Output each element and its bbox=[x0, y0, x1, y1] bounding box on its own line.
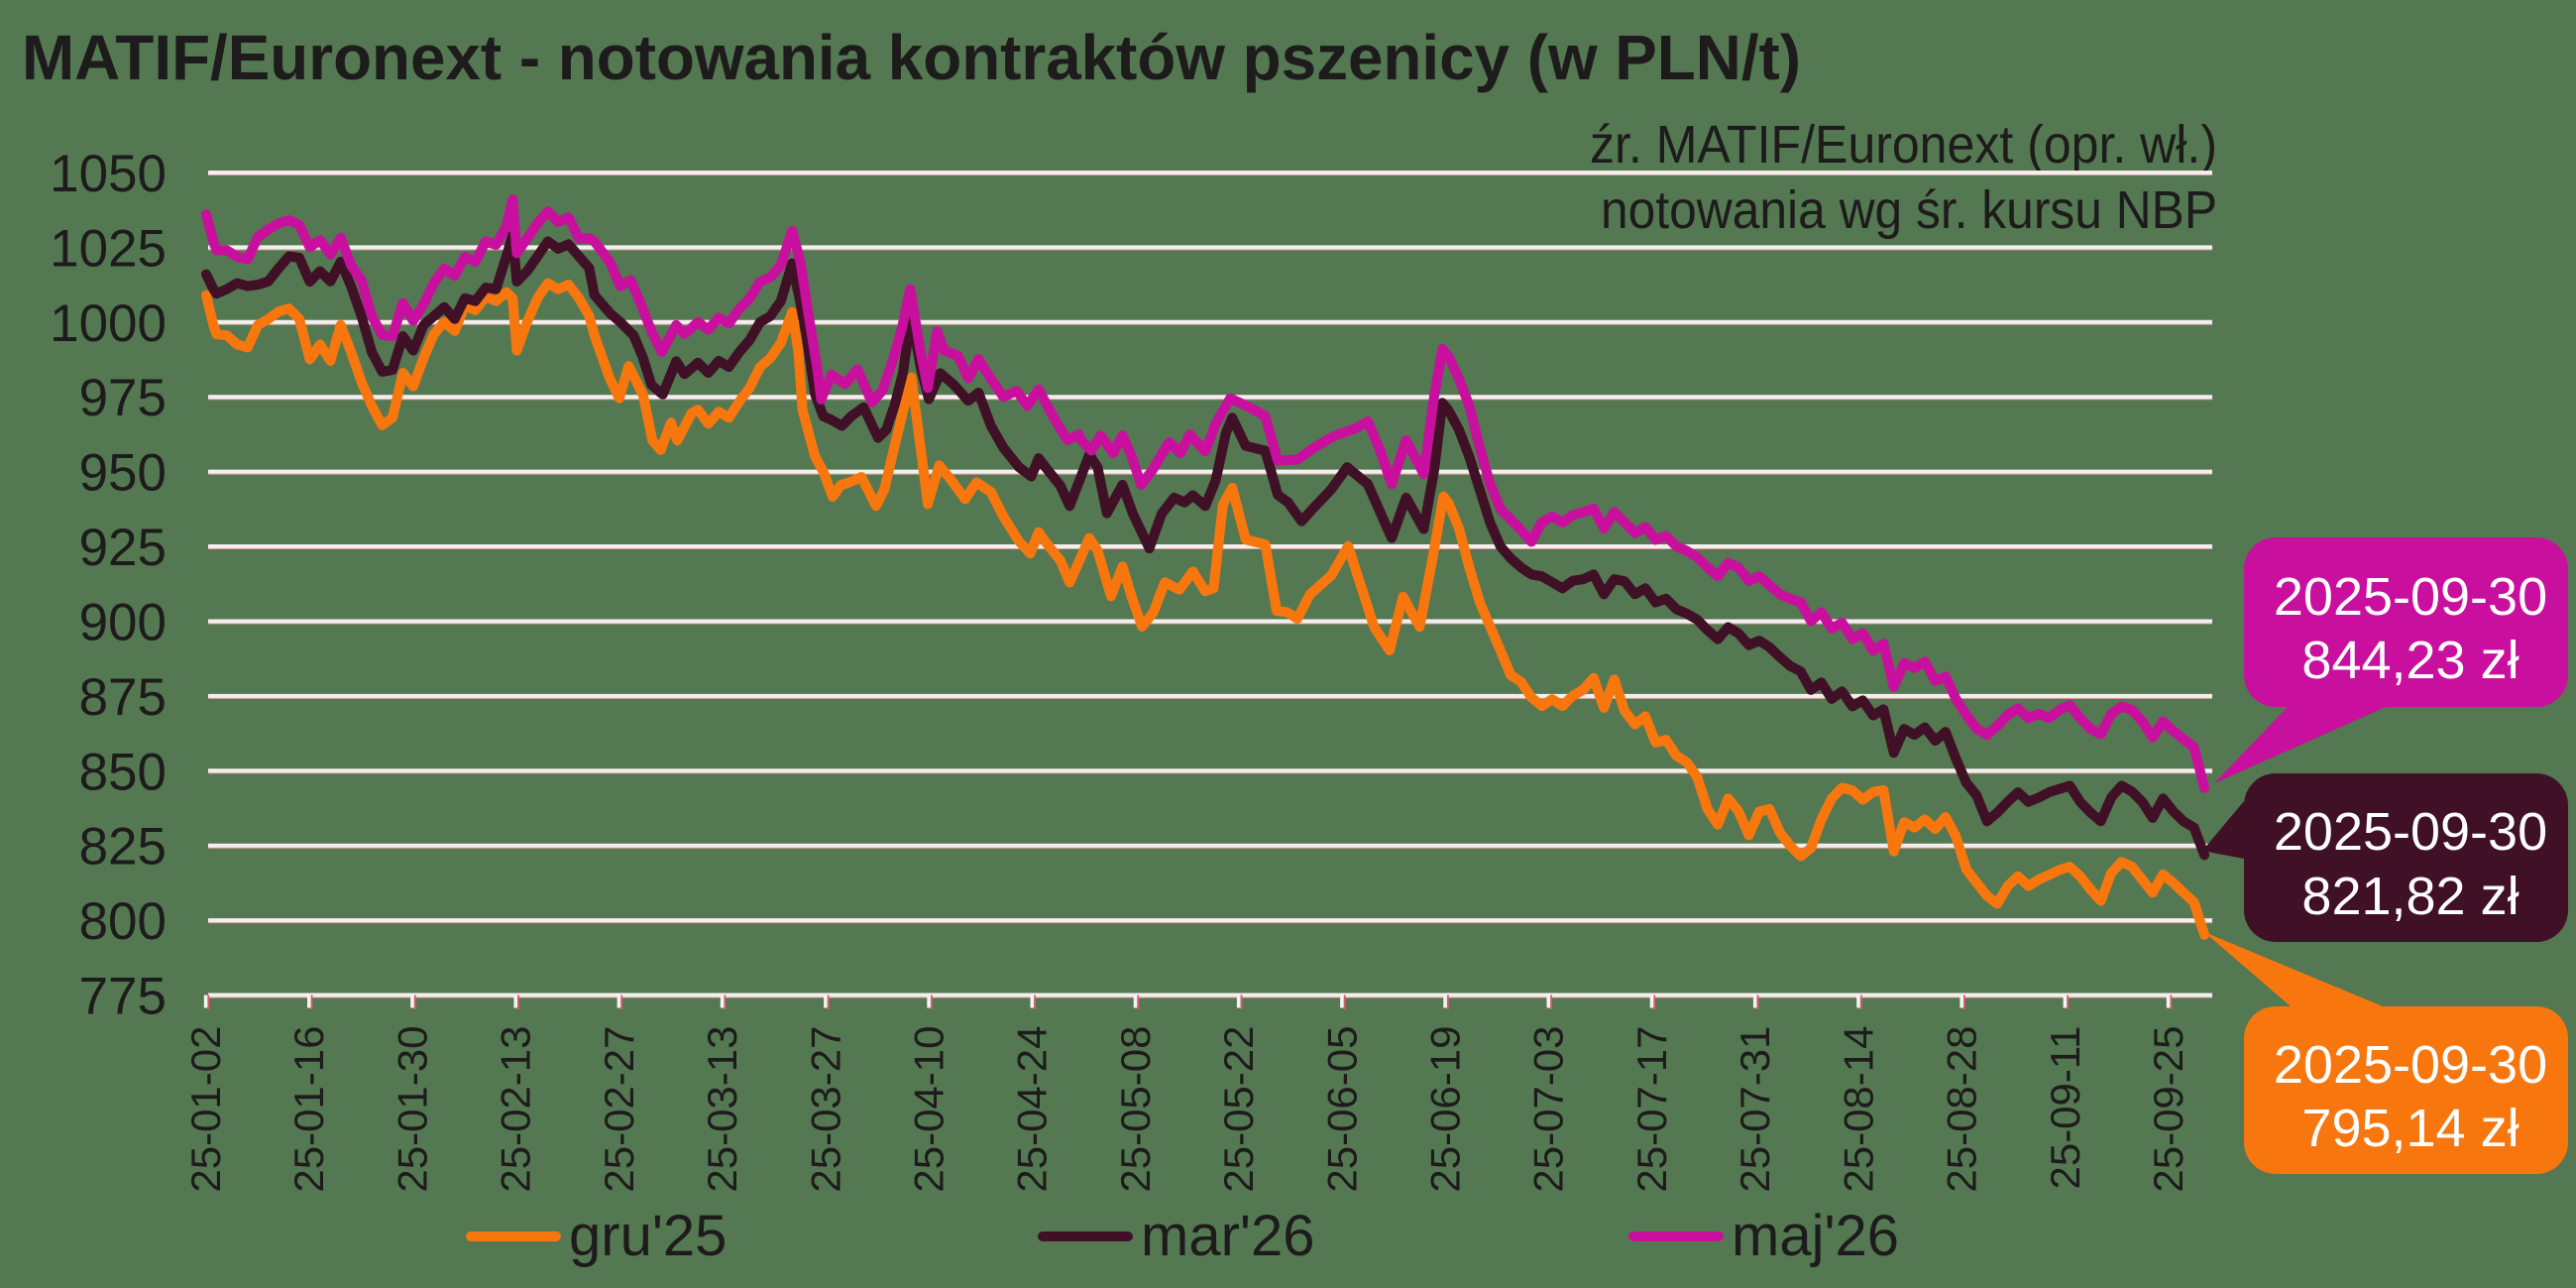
svg-text:25-08-28: 25-08-28 bbox=[1939, 1026, 1985, 1193]
svg-text:844,23 zł: 844,23 zł bbox=[2301, 631, 2519, 690]
svg-text:925: 925 bbox=[79, 519, 167, 577]
svg-text:850: 850 bbox=[79, 743, 167, 801]
svg-text:775: 775 bbox=[79, 968, 167, 1026]
svg-text:25-06-05: 25-06-05 bbox=[1318, 1026, 1365, 1193]
svg-text:notowania wg śr. kursu NBP: notowania wg śr. kursu NBP bbox=[1601, 180, 2217, 240]
svg-text:1000: 1000 bbox=[50, 294, 167, 353]
svg-text:25-01-02: 25-01-02 bbox=[182, 1026, 229, 1193]
svg-text:2025-09-30: 2025-09-30 bbox=[2274, 1035, 2547, 1095]
svg-text:25-08-14: 25-08-14 bbox=[1835, 1026, 1881, 1193]
svg-text:25-04-10: 25-04-10 bbox=[906, 1026, 952, 1193]
svg-text:gru'25: gru'25 bbox=[569, 1204, 727, 1268]
svg-text:maj'26: maj'26 bbox=[1732, 1204, 1899, 1268]
svg-text:950: 950 bbox=[79, 444, 167, 503]
svg-text:źr. MATIF/Euronext (opr. wł.): źr. MATIF/Euronext (opr. wł.) bbox=[1590, 115, 2217, 175]
svg-text:25-02-27: 25-02-27 bbox=[596, 1026, 642, 1193]
svg-text:1025: 1025 bbox=[50, 219, 167, 278]
svg-text:821,82 zł: 821,82 zł bbox=[2301, 867, 2519, 926]
svg-text:25-04-24: 25-04-24 bbox=[1009, 1026, 1056, 1193]
svg-text:2025-09-30: 2025-09-30 bbox=[2274, 802, 2547, 862]
svg-text:900: 900 bbox=[79, 594, 167, 652]
svg-text:1050: 1050 bbox=[50, 145, 167, 203]
svg-text:975: 975 bbox=[79, 369, 167, 427]
svg-text:25-09-11: 25-09-11 bbox=[2042, 1026, 2088, 1190]
svg-text:800: 800 bbox=[79, 892, 167, 951]
svg-text:25-07-03: 25-07-03 bbox=[1525, 1026, 1572, 1193]
svg-text:MATIF/Euronext - notowania kon: MATIF/Euronext - notowania kontraktów ps… bbox=[22, 22, 1801, 93]
svg-text:25-03-13: 25-03-13 bbox=[699, 1026, 745, 1193]
svg-text:25-07-31: 25-07-31 bbox=[1732, 1026, 1778, 1193]
svg-text:mar'26: mar'26 bbox=[1141, 1204, 1314, 1268]
svg-text:25-07-17: 25-07-17 bbox=[1628, 1026, 1675, 1193]
svg-text:25-05-08: 25-05-08 bbox=[1112, 1026, 1159, 1193]
svg-text:25-03-27: 25-03-27 bbox=[802, 1026, 848, 1193]
svg-text:25-09-25: 25-09-25 bbox=[2145, 1026, 2191, 1193]
svg-text:25-06-19: 25-06-19 bbox=[1422, 1026, 1469, 1193]
svg-text:25-05-22: 25-05-22 bbox=[1215, 1026, 1262, 1193]
svg-text:25-02-13: 25-02-13 bbox=[493, 1026, 539, 1193]
svg-text:25-01-16: 25-01-16 bbox=[285, 1026, 332, 1193]
svg-text:25-01-30: 25-01-30 bbox=[389, 1026, 435, 1193]
svg-text:825: 825 bbox=[79, 818, 167, 877]
svg-text:795,14 zł: 795,14 zł bbox=[2301, 1099, 2519, 1158]
svg-text:2025-09-30: 2025-09-30 bbox=[2274, 567, 2547, 627]
svg-text:875: 875 bbox=[79, 668, 167, 727]
